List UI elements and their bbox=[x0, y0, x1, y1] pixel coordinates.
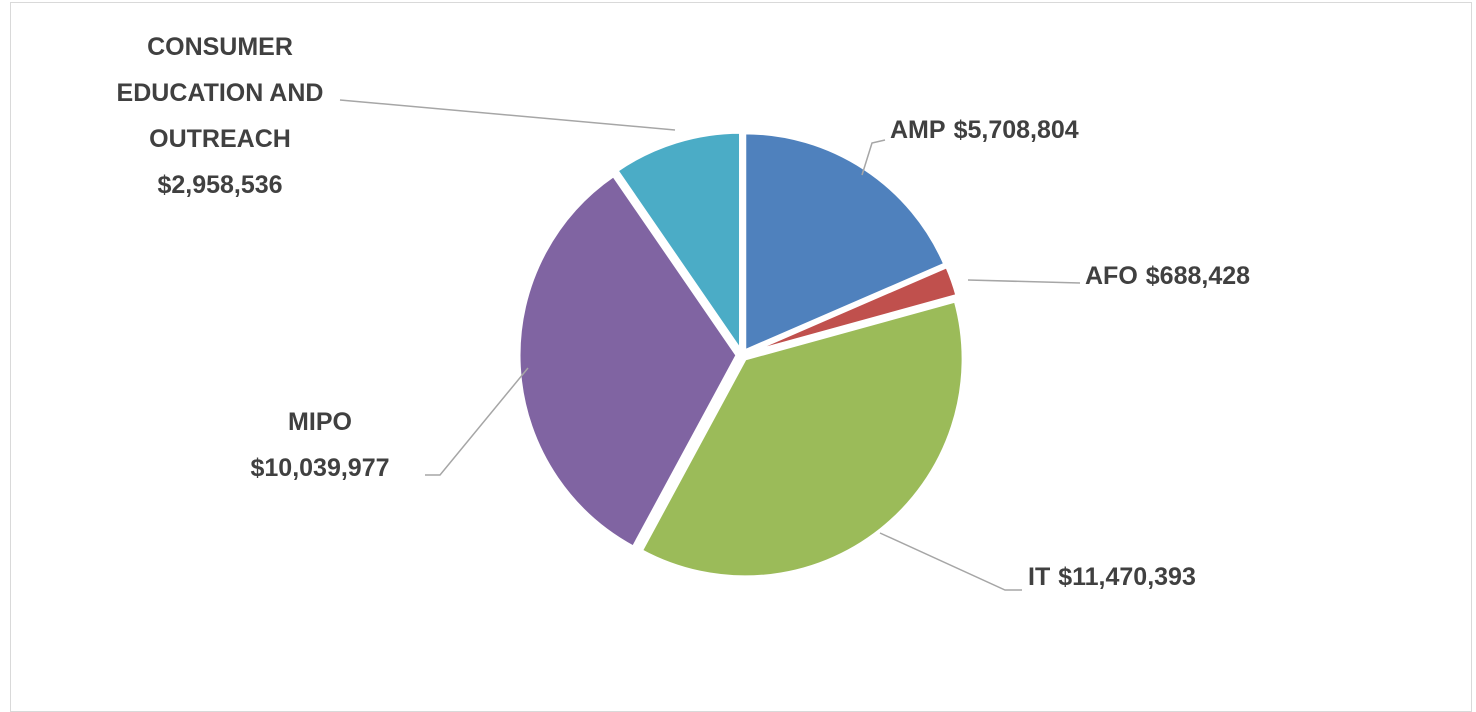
value-label: $11,470,393 bbox=[1058, 563, 1196, 591]
data-label: AFO $688,428 bbox=[1085, 253, 1250, 299]
leader-line bbox=[967, 279, 1081, 284]
leader-line bbox=[861, 139, 886, 176]
category-label: AFO bbox=[1085, 262, 1138, 290]
value-label: $10,039,977 bbox=[250, 454, 390, 482]
pie-slice bbox=[639, 299, 965, 579]
value-label: $688,428 bbox=[1145, 262, 1251, 290]
data-label: AMP $5,708,804 bbox=[890, 107, 1079, 153]
category-label: IT bbox=[1028, 563, 1051, 591]
data-label: MIPO $10,039,977 bbox=[210, 399, 430, 491]
category-label: CONSUMER EDUCATION AND OUTREACH bbox=[116, 33, 324, 153]
data-label: IT $11,470,393 bbox=[1028, 554, 1196, 600]
pie-slice bbox=[517, 173, 739, 550]
category-label: AMP bbox=[890, 116, 946, 144]
category-label: MIPO bbox=[288, 408, 352, 436]
leader-line bbox=[339, 99, 676, 131]
value-label: $2,958,536 bbox=[157, 171, 283, 199]
leader-line bbox=[879, 532, 1022, 591]
pie-slice bbox=[614, 130, 743, 356]
leader-line bbox=[425, 367, 529, 476]
pie-slice bbox=[746, 264, 959, 355]
value-label: $5,708,804 bbox=[953, 116, 1079, 144]
data-label: CONSUMER EDUCATION AND OUTREACH $2,958,5… bbox=[95, 24, 345, 208]
